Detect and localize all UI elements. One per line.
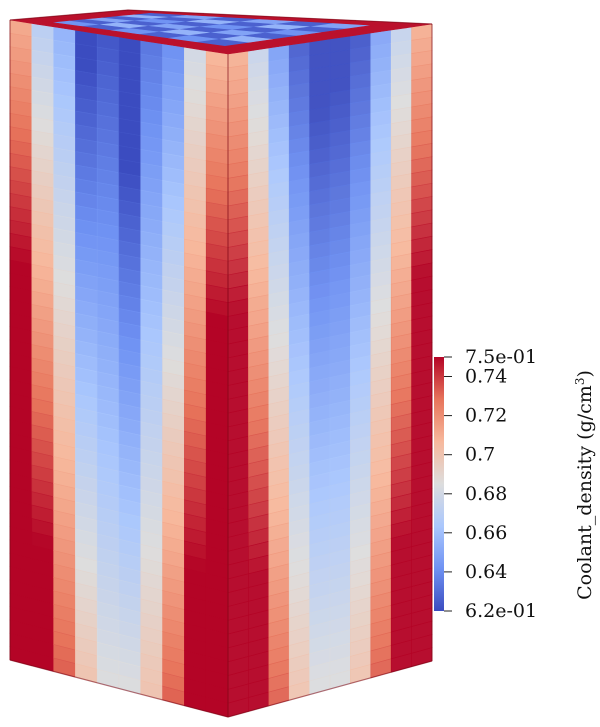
colorbar-tick-label: 0.74 — [465, 366, 507, 388]
coolant-column-prism — [9, 9, 433, 718]
colorbar-tick-label: 0.72 — [465, 405, 507, 427]
prism-edge — [227, 660, 433, 718]
colorbar-tick-label: 0.64 — [465, 561, 507, 583]
colorbar-gradient — [434, 357, 444, 611]
colorbar-tick-label: 0.68 — [465, 483, 507, 505]
colorbar-tick-label: 0.66 — [465, 522, 507, 544]
colorbar: 7.5e-010.74 0.72 0.7 0.68 0.66 0.64 6.2e-01 Co… — [434, 346, 596, 622]
prism-left-face — [9, 19, 229, 718]
prism-outline — [9, 9, 433, 718]
prism-edge — [127, 9, 433, 25]
prism-right-face — [227, 23, 433, 718]
colorbar-tick-label: 6.2e-01 — [465, 600, 537, 622]
prism-edge — [9, 659, 229, 718]
colorbar-tick-label: 7.5e-01 — [465, 346, 537, 368]
prism-edge — [9, 9, 129, 21]
prism-top-face — [9, 9, 433, 55]
colorbar-tick-label: 0.7 — [465, 444, 495, 466]
colorbar-title: Coolant_density (g/cm3) — [573, 370, 596, 600]
colorbar-ticks: 7.5e-010.74 0.72 0.7 0.68 0.66 0.64 6.2e-01 — [444, 346, 537, 622]
